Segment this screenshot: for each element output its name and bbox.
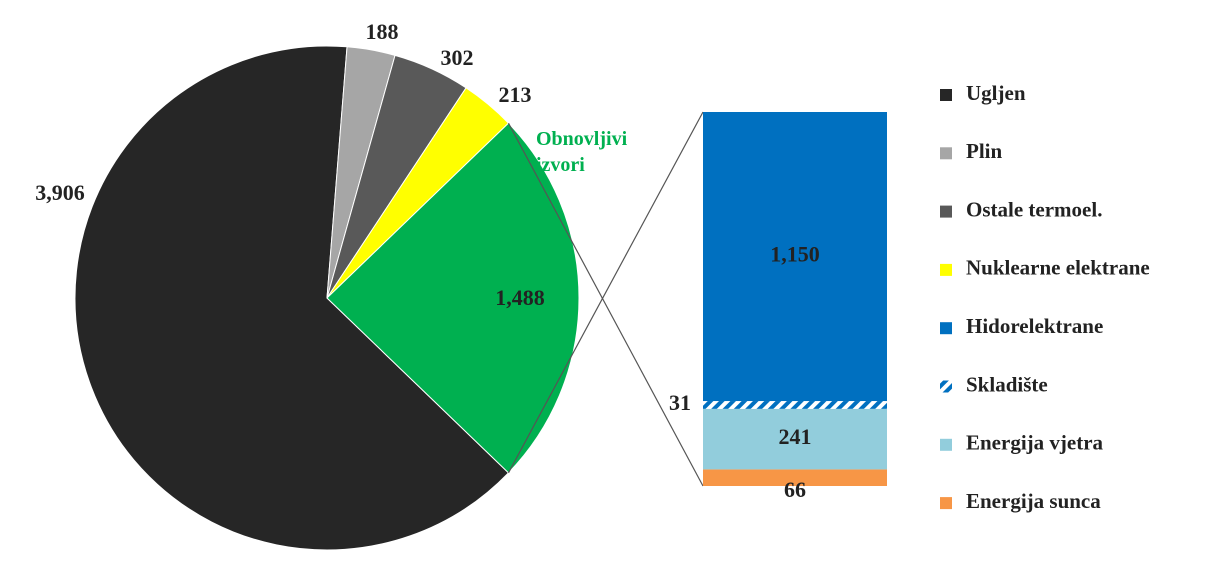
legend-label: Energija sunca (966, 489, 1101, 513)
data-label: 1,150 (770, 242, 820, 267)
data-label: 1,488 (495, 285, 545, 310)
connector (507, 122, 704, 487)
data-label: 3,906 (35, 180, 85, 205)
legend-swatch (940, 497, 952, 510)
legend-swatch (940, 205, 952, 218)
data-label: 302 (441, 45, 474, 70)
legend-label: Hidorelektrane (966, 314, 1103, 338)
data-label: 213 (499, 82, 532, 107)
legend-label: Nuklearne elektrane (966, 256, 1150, 280)
legend-swatch (940, 263, 952, 276)
bar-segment (703, 401, 887, 409)
legend-label: Plin (966, 139, 1002, 163)
legend-label: Ostale termoel. (966, 197, 1102, 221)
data-label: 188 (366, 19, 399, 44)
legend-label: Ugljen (966, 81, 1026, 105)
bar-segment (703, 408, 887, 470)
data-label: 31 (669, 390, 691, 415)
bar-segment (703, 469, 887, 486)
pie-slice (74, 45, 510, 551)
pie-slice (326, 122, 580, 474)
legend-label: Skladište (966, 372, 1048, 396)
data-label: 241 (779, 424, 812, 449)
legend-label: Energija vjetra (966, 431, 1104, 455)
slice-label: Obnovljivi izvori (536, 128, 628, 176)
legend-swatch (940, 322, 952, 335)
legend-swatch (940, 380, 952, 393)
legend-swatch (940, 89, 952, 101)
connector (507, 111, 704, 474)
data-label: 66 (784, 477, 806, 502)
legend-swatch (940, 147, 952, 160)
legend-swatch (940, 438, 952, 451)
bar-segment (703, 112, 887, 402)
